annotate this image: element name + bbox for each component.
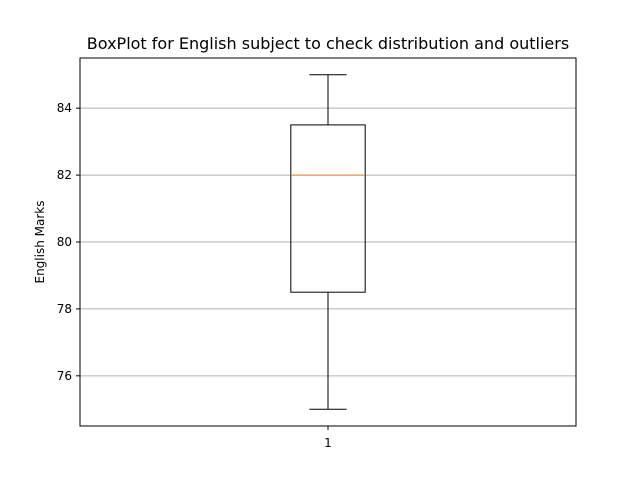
y-axis-label: English Marks (33, 201, 47, 284)
chart-title: BoxPlot for English subject to check dis… (87, 34, 569, 53)
box-layer (290, 74, 366, 410)
y-tick-label: 80 (57, 235, 72, 249)
y-tick-label: 84 (57, 101, 72, 115)
y-tick-label: 82 (57, 168, 72, 182)
y-axis-ticks: 76 78 80 82 84 (57, 101, 80, 383)
interquartile-box (290, 124, 366, 293)
y-tick-label: 76 (57, 369, 72, 383)
y-tick-label: 78 (57, 302, 72, 316)
x-axis-ticks: 1 (324, 426, 332, 450)
x-tick-label: 1 (324, 436, 332, 450)
